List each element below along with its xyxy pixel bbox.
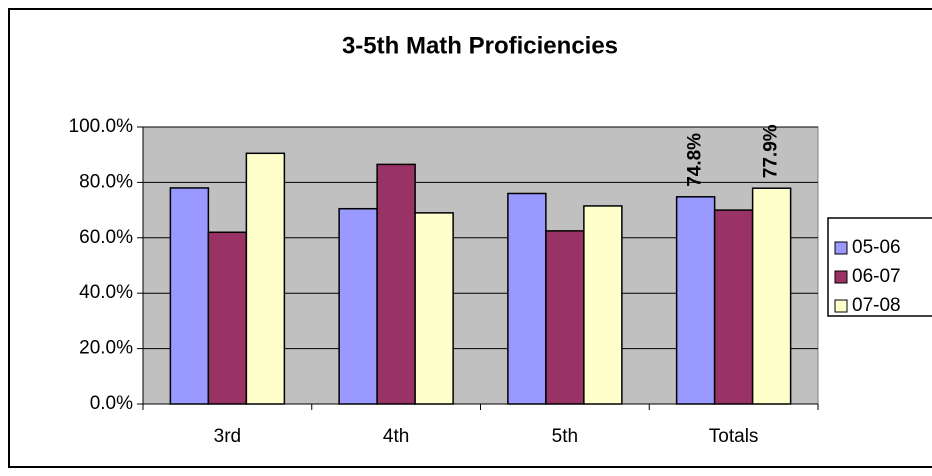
x-tick-label: Totals <box>709 426 759 447</box>
chart-title: 3-5th Math Proficiencies <box>342 32 618 59</box>
y-tick-label: 60.0% <box>79 227 133 248</box>
bar <box>751 187 792 405</box>
x-tick-label: 5th <box>552 426 578 447</box>
bar <box>675 196 716 405</box>
data-label: 77.9% <box>761 124 782 178</box>
bar <box>245 152 286 405</box>
bar <box>207 231 248 405</box>
bar <box>507 192 547 405</box>
legend-label: 07-08 <box>852 295 901 316</box>
y-tick-label: 0.0% <box>90 393 133 414</box>
bar <box>376 163 416 405</box>
bar <box>338 207 378 405</box>
legend-label: 05-06 <box>852 237 901 258</box>
bar <box>545 230 585 405</box>
y-tick-label: 100.0% <box>69 116 134 137</box>
data-label: 74.8% <box>685 133 706 187</box>
bar <box>583 205 623 405</box>
legend-swatch <box>834 270 848 284</box>
bar <box>713 209 754 405</box>
y-tick-label: 40.0% <box>79 282 133 303</box>
bar <box>414 212 454 405</box>
y-tick-label: 20.0% <box>79 338 133 359</box>
x-tick-label: 3rd <box>214 426 241 447</box>
bar <box>169 187 210 405</box>
legend-swatch <box>834 241 848 255</box>
legend-label: 06-07 <box>852 266 901 287</box>
legend-swatch <box>834 299 848 313</box>
x-tick-label: 4th <box>383 426 409 447</box>
y-tick-label: 80.0% <box>79 171 133 192</box>
